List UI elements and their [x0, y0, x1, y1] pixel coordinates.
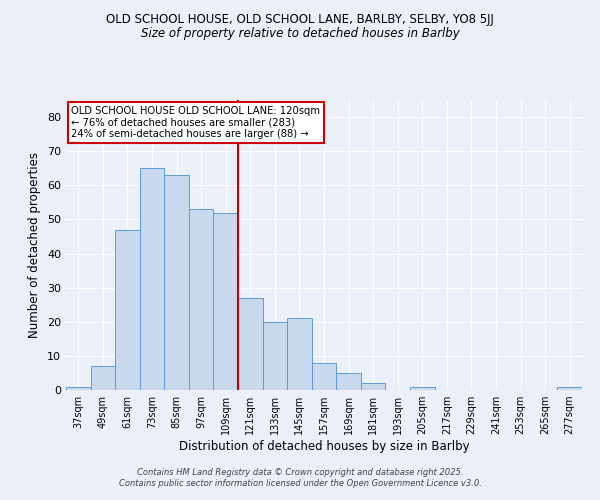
Text: OLD SCHOOL HOUSE OLD SCHOOL LANE: 120sqm
← 76% of detached houses are smaller (2: OLD SCHOOL HOUSE OLD SCHOOL LANE: 120sqm…: [71, 106, 320, 139]
Bar: [140, 168, 164, 390]
Text: Contains HM Land Registry data © Crown copyright and database right 2025.
Contai: Contains HM Land Registry data © Crown c…: [119, 468, 481, 487]
Bar: [557, 386, 582, 390]
Bar: [189, 209, 214, 390]
Y-axis label: Number of detached properties: Number of detached properties: [28, 152, 41, 338]
Bar: [410, 386, 434, 390]
Bar: [115, 230, 140, 390]
Text: Size of property relative to detached houses in Barlby: Size of property relative to detached ho…: [140, 28, 460, 40]
Bar: [336, 373, 361, 390]
Bar: [164, 175, 189, 390]
Bar: [91, 366, 115, 390]
Bar: [287, 318, 312, 390]
Bar: [214, 212, 238, 390]
Bar: [312, 362, 336, 390]
Bar: [238, 298, 263, 390]
X-axis label: Distribution of detached houses by size in Barlby: Distribution of detached houses by size …: [179, 440, 469, 453]
Text: OLD SCHOOL HOUSE, OLD SCHOOL LANE, BARLBY, SELBY, YO8 5JJ: OLD SCHOOL HOUSE, OLD SCHOOL LANE, BARLB…: [106, 12, 494, 26]
Bar: [66, 386, 91, 390]
Bar: [361, 383, 385, 390]
Bar: [263, 322, 287, 390]
